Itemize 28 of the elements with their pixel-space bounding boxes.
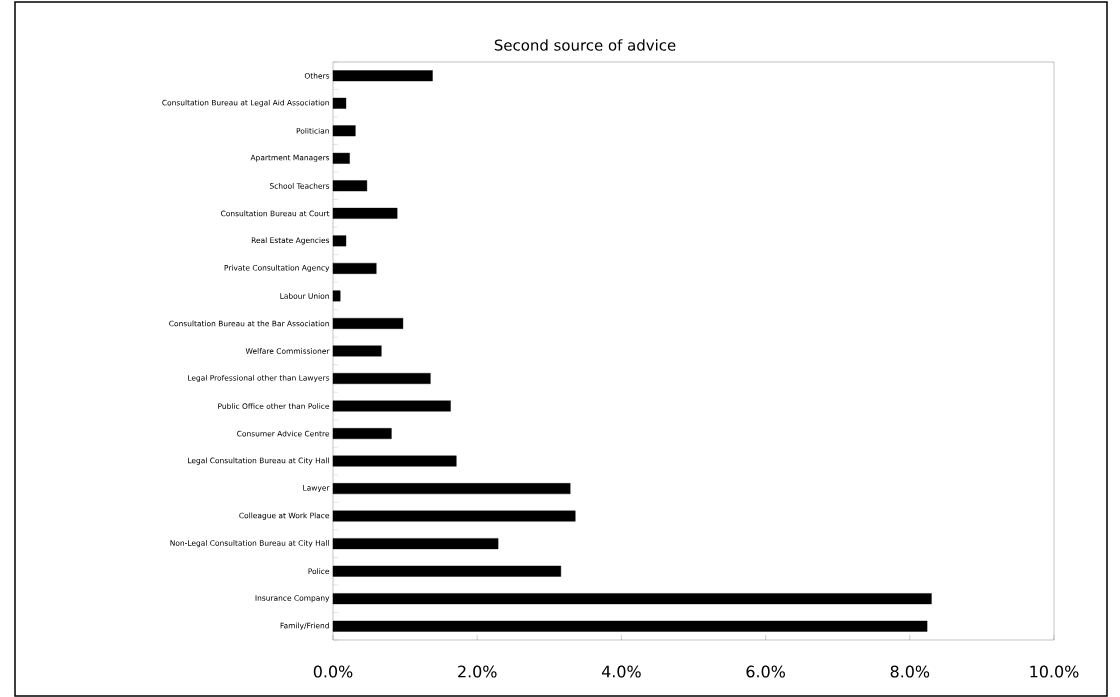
bar xyxy=(332,152,350,164)
bar xyxy=(332,428,392,440)
bar xyxy=(332,345,382,357)
bar xyxy=(332,318,404,329)
bar xyxy=(332,620,928,632)
bar xyxy=(332,510,576,522)
bar xyxy=(332,180,368,192)
x-tick-label: 10.0% xyxy=(1030,665,1079,678)
bar xyxy=(332,593,932,605)
x-tick-label: 2.0% xyxy=(458,665,497,678)
x-tick-label: 0.0% xyxy=(313,665,353,678)
bar xyxy=(332,455,457,467)
bar xyxy=(332,538,499,550)
bar xyxy=(332,290,341,302)
bar xyxy=(332,70,433,82)
bar xyxy=(332,125,356,137)
bar xyxy=(332,262,377,274)
x-tick-label: 4.0% xyxy=(601,665,641,678)
bar xyxy=(332,400,451,412)
bar xyxy=(332,97,347,109)
chart-title: Second source of advice xyxy=(494,39,676,51)
x-tick-label: 8.0% xyxy=(890,665,930,678)
bar xyxy=(332,565,562,577)
bar xyxy=(332,483,571,495)
x-tick-label: 6.0% xyxy=(746,665,785,678)
bar xyxy=(332,235,347,247)
bar xyxy=(332,373,431,384)
bar xyxy=(332,207,398,219)
